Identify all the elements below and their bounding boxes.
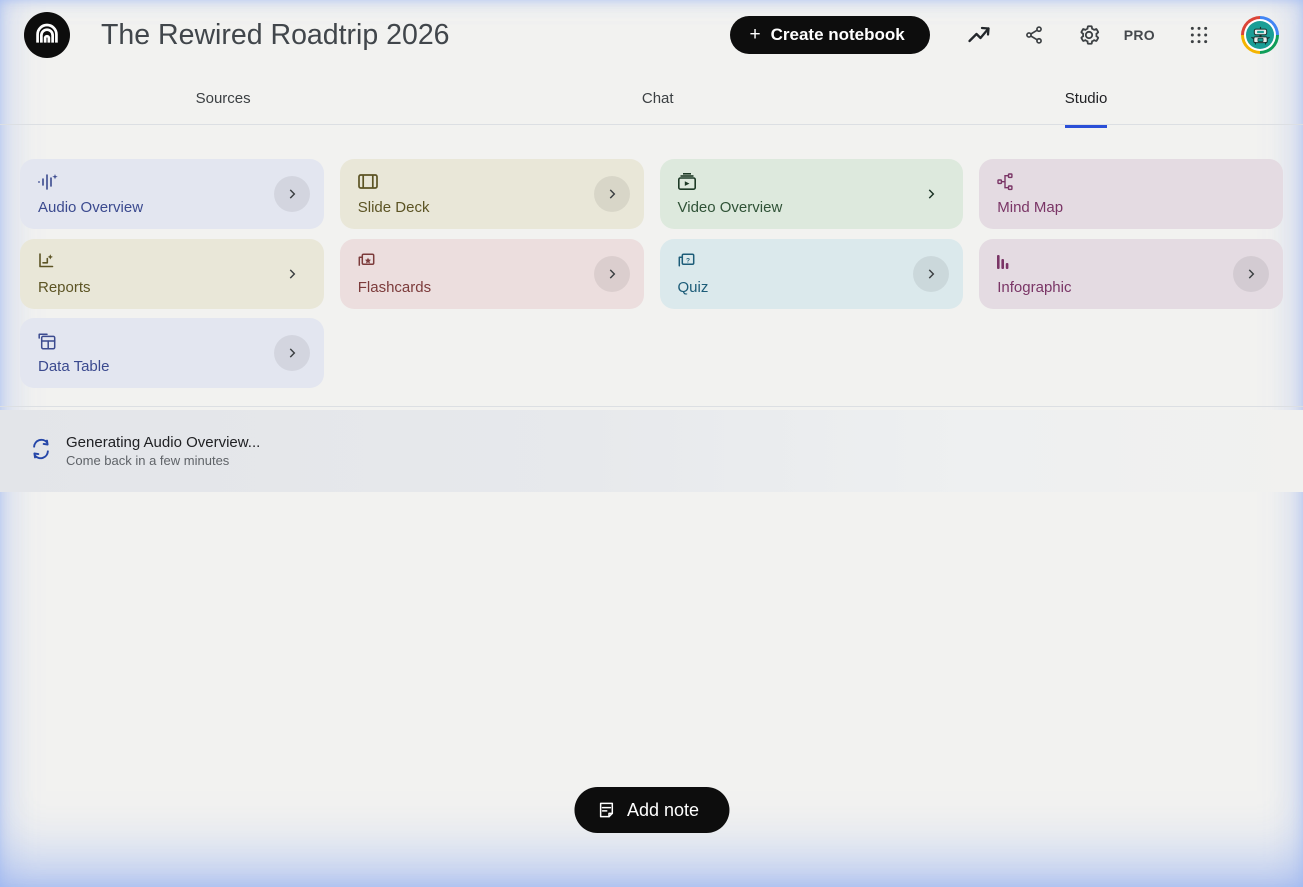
svg-text:?: ? — [685, 258, 689, 265]
